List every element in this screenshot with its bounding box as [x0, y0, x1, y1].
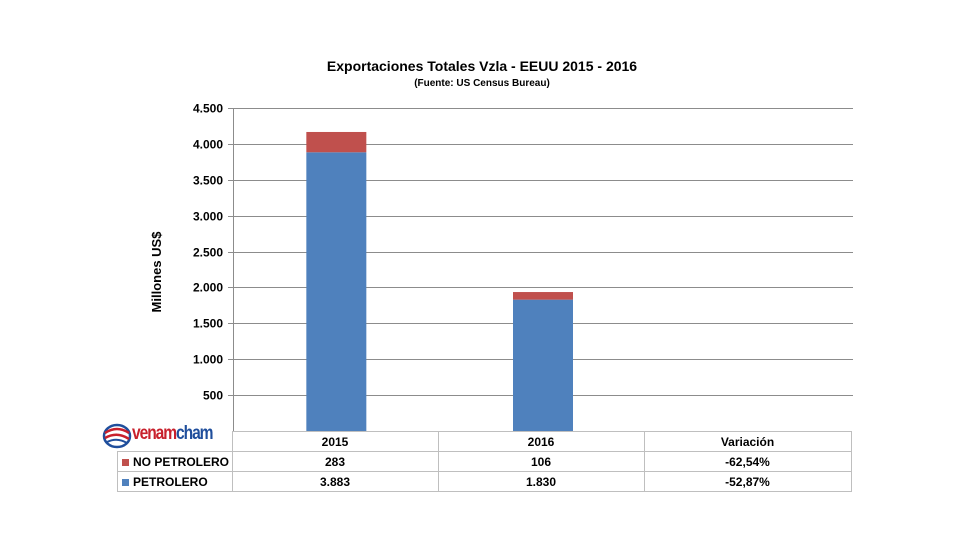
row-label: PETROLERO	[117, 471, 233, 492]
y-tick-label: 500	[203, 389, 223, 403]
table-cell: -62,54%	[643, 451, 852, 472]
table-header: 2016	[437, 431, 645, 452]
y-tick-label: 1.000	[193, 353, 223, 367]
table-row-petrolero: PETROLERO 3.883 1.830 -52,87%	[117, 471, 852, 492]
y-tick-label: 4.500	[193, 102, 223, 116]
y-tick-label: 2.000	[193, 281, 223, 295]
y-tick-label: 4.000	[193, 138, 223, 152]
y-axis-ticks: 500 1.000 1.500 2.000 2.500 3.000 3.500 4.000 4.…	[193, 102, 223, 403]
table-cell: 1.830	[437, 471, 645, 492]
table-header-row: 2015 2016 Variación	[117, 431, 852, 452]
table-row-no-petrolero: NO PETROLERO 283 106 -62,54%	[117, 451, 852, 472]
table-header: 2015	[231, 431, 439, 452]
bars	[306, 131, 573, 431]
y-tick-label: 2.500	[193, 246, 223, 260]
bar-no-petrolero-2015	[306, 131, 367, 153]
bar-petrolero-2016	[513, 299, 573, 431]
bar-petrolero-2015	[306, 152, 367, 431]
table-cell: -52,87%	[643, 471, 852, 492]
legend-swatch-petrolero	[122, 478, 129, 486]
table-cell: 3.883	[231, 471, 439, 492]
row-label: NO PETROLERO	[117, 451, 233, 472]
table-cell: 283	[231, 451, 439, 472]
y-tick-label: 3.500	[193, 174, 223, 188]
y-tick-label: 3.000	[193, 210, 223, 224]
legend-swatch-no-petrolero	[122, 458, 129, 466]
y-axis-label: Millones US$	[149, 231, 164, 313]
y-tick-label: 1.500	[193, 317, 223, 331]
table-cell: 106	[437, 451, 645, 472]
table-header: Variación	[643, 431, 852, 452]
chart-subtitle: (Fuente: US Census Bureau)	[414, 78, 550, 89]
chart-title: Exportaciones Totales Vzla - EEUU 2015 -…	[326, 58, 638, 74]
bar-no-petrolero-2016	[513, 292, 573, 300]
data-table: 2015 2016 Variación NO PETROLERO 283 106…	[117, 431, 852, 492]
